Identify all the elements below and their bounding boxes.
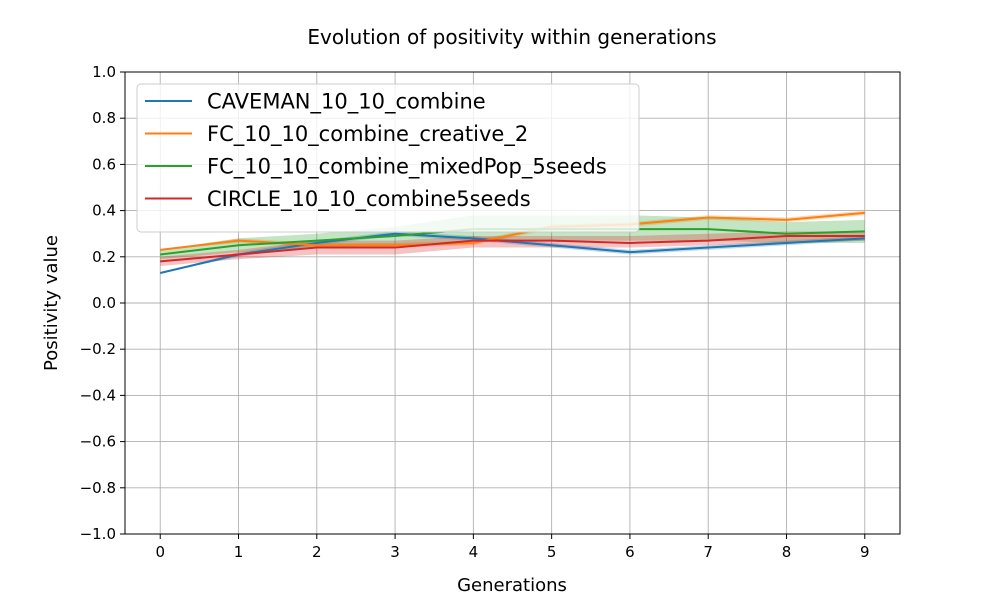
x-tick-label: 4 bbox=[469, 543, 479, 561]
series-line-3 bbox=[160, 235, 865, 263]
y-tick-label: 0.8 bbox=[92, 109, 116, 127]
chart-title: Evolution of positivity within generatio… bbox=[307, 25, 716, 49]
y-axis-ticks: 1.0 0.8 0.6 0.4 0.2 0.0 −0.2 −0.4 −0.6 −0.8 −1.0 bbox=[80, 63, 125, 543]
x-tick-label: 8 bbox=[782, 543, 792, 561]
y-tick-label: −1.0 bbox=[80, 525, 116, 543]
series-band-3 bbox=[160, 231, 865, 267]
y-axis-label: Positivity value bbox=[41, 235, 62, 371]
x-tick-label: 5 bbox=[547, 543, 557, 561]
series-band-0 bbox=[160, 231, 865, 273]
x-tick-label: 2 bbox=[312, 543, 322, 561]
x-tick-label: 1 bbox=[234, 543, 244, 561]
confidence-bands bbox=[160, 210, 865, 273]
x-tick-label: 3 bbox=[390, 543, 400, 561]
x-axis-label: Generations bbox=[457, 575, 567, 596]
y-tick-label: 0.0 bbox=[92, 294, 116, 312]
y-tick-label: 0.6 bbox=[92, 155, 116, 173]
x-tick-label: 0 bbox=[155, 543, 165, 561]
x-tick-label: 7 bbox=[703, 543, 713, 561]
legend-entry-1: FC_10_10_combine_creative_2 bbox=[207, 122, 528, 147]
legend-entry-2: FC_10_10_combine_mixedPop_5seeds bbox=[207, 155, 607, 180]
legend-entry-0: CAVEMAN_10_10_combine bbox=[207, 90, 486, 115]
y-tick-label: −0.2 bbox=[80, 340, 116, 358]
legend: CAVEMAN_10_10_combine FC_10_10_combine_cr… bbox=[136, 83, 640, 233]
y-tick-label: −0.4 bbox=[80, 386, 116, 404]
series-line-0 bbox=[159, 232, 865, 274]
legend-entry-3: CIRCLE_10_10_combine5seeds bbox=[207, 187, 531, 212]
x-tick-label: 9 bbox=[860, 543, 870, 561]
series-band-2 bbox=[160, 215, 865, 260]
y-tick-label: −0.6 bbox=[80, 433, 116, 451]
y-tick-label: 1.0 bbox=[92, 63, 116, 81]
series-band-1 bbox=[160, 210, 865, 250]
legend-box bbox=[136, 83, 640, 233]
x-axis-ticks: 0 1 2 3 4 5 6 7 8 9 bbox=[155, 534, 870, 561]
y-tick-label: 0.2 bbox=[92, 248, 116, 266]
y-tick-label: −0.8 bbox=[80, 479, 116, 497]
y-tick-label: 0.4 bbox=[92, 202, 116, 220]
x-tick-label: 6 bbox=[625, 543, 635, 561]
